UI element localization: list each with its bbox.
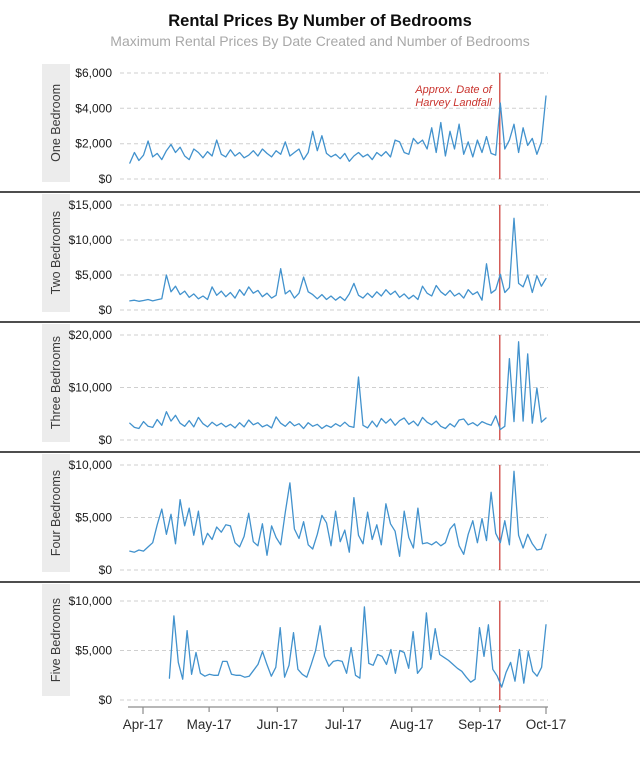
facet-label-five-bedrooms: Five Bedrooms xyxy=(49,597,63,683)
plot-two-bedrooms: $0 $5,000 $10,000 $15,000 xyxy=(69,193,640,321)
y-tick-label: $5,000 xyxy=(75,644,112,658)
event-annotation-line2: Harvey Landfall xyxy=(415,97,492,109)
panel-svg: $0 $5,000 $10,000 xyxy=(69,594,548,707)
y-tick-label: $5,000 xyxy=(75,268,112,282)
facet-strip-five-bedrooms: Five Bedrooms xyxy=(42,584,70,696)
facet-strip-three-bedrooms: Three Bedrooms xyxy=(42,324,70,442)
x-tick-label: Apr-17 xyxy=(123,717,164,732)
y-tick-label: $10,000 xyxy=(69,381,113,395)
y-tick-label: $0 xyxy=(99,563,113,577)
panel-svg: $0 $10,000 $20,000 xyxy=(69,328,548,447)
y-tick-label: $0 xyxy=(99,433,113,447)
price-line xyxy=(129,341,547,431)
y-tick-label: $0 xyxy=(99,693,113,707)
x-tick-label: Jun-17 xyxy=(257,717,298,732)
plot-three-bedrooms: $0 $10,000 $20,000 xyxy=(69,323,640,451)
facet-strip-four-bedrooms: Four Bedrooms xyxy=(42,454,70,572)
x-tick-label: Oct-17 xyxy=(526,717,567,732)
x-tick-label: May-17 xyxy=(187,717,232,732)
left-margin xyxy=(0,323,42,451)
facet-label-three-bedrooms: Three Bedrooms xyxy=(49,336,63,430)
panel-four-bedrooms: Four Bedrooms $0 $5,000 $10,000 xyxy=(0,453,640,583)
x-tick-label: Sep-17 xyxy=(458,717,502,732)
facet-strip-one-bedroom: One Bedroom xyxy=(42,64,70,182)
page-title: Rental Prices By Number of Bedrooms xyxy=(168,12,472,30)
plot-four-bedrooms: $0 $5,000 $10,000 xyxy=(69,453,640,581)
panel-two-bedrooms: Two Bedrooms $0 $5,000 $10,000 $15,000 xyxy=(0,193,640,323)
price-line xyxy=(129,217,547,302)
chart-header: Rental Prices By Number of Bedrooms Maxi… xyxy=(0,0,640,51)
y-tick-label: $6,000 xyxy=(75,66,112,80)
event-annotation-line1: Approx. Date of xyxy=(414,84,492,96)
y-tick-label: $2,000 xyxy=(75,137,112,151)
panel-svg: $0 $5,000 $10,000 $15,000 xyxy=(69,198,548,317)
left-margin xyxy=(0,63,42,191)
left-margin xyxy=(0,193,42,321)
y-tick-label: $0 xyxy=(99,172,113,186)
x-tick-label: Jul-17 xyxy=(325,717,362,732)
price-line xyxy=(129,95,547,164)
price-line xyxy=(168,606,547,688)
panel-five-bedrooms: Five Bedrooms $0 $5,000 $10,000 xyxy=(0,583,640,707)
panel-svg: $0 $5,000 $10,000 xyxy=(69,458,548,577)
x-tick-label: Aug-17 xyxy=(390,717,434,732)
y-tick-label: $4,000 xyxy=(75,101,112,115)
page-subtitle: Maximum Rental Prices By Date Created an… xyxy=(110,33,530,49)
y-tick-label: $10,000 xyxy=(69,233,113,247)
facet-strip-two-bedrooms: Two Bedrooms xyxy=(42,194,70,312)
panel-one-bedroom: One Bedroom $0 $2,000 $4,000 $6,000 Approx. … xyxy=(0,63,640,193)
y-tick-label: $20,000 xyxy=(69,328,113,342)
plot-one-bedroom: $0 $2,000 $4,000 $6,000 Approx. Date of Harve… xyxy=(70,63,640,191)
facet-label-one-bedroom: One Bedroom xyxy=(49,84,63,162)
x-axis-svg: Apr-17 May-17 Jun-17 Jul-17 Aug-17 Sep-17 Oct-… xyxy=(123,705,567,732)
left-margin xyxy=(0,705,42,743)
x-axis-plot: Apr-17 May-17 Jun-17 Jul-17 Aug-17 Sep-17 Oct-… xyxy=(70,705,640,743)
x-axis: Apr-17 May-17 Jun-17 Jul-17 Aug-17 Sep-17 Oct-… xyxy=(0,705,640,743)
panel-three-bedrooms: Three Bedrooms $0 $10,000 $20,000 xyxy=(0,323,640,453)
plot-five-bedrooms: $0 $5,000 $10,000 xyxy=(69,583,640,707)
y-tick-label: $10,000 xyxy=(69,594,113,608)
y-tick-label: $10,000 xyxy=(69,458,113,472)
price-line xyxy=(129,470,547,557)
x-axis-spacer xyxy=(42,705,70,743)
facet-label-two-bedrooms: Two Bedrooms xyxy=(49,211,63,295)
y-tick-label: $5,000 xyxy=(75,511,112,525)
panel-svg: $0 $2,000 $4,000 $6,000 Approx. Date ofHarve… xyxy=(75,66,548,186)
left-margin xyxy=(0,453,42,581)
left-margin xyxy=(0,583,42,705)
y-tick-label: $0 xyxy=(99,303,113,317)
y-tick-label: $15,000 xyxy=(69,198,113,212)
facet-label-four-bedrooms: Four Bedrooms xyxy=(49,469,63,557)
